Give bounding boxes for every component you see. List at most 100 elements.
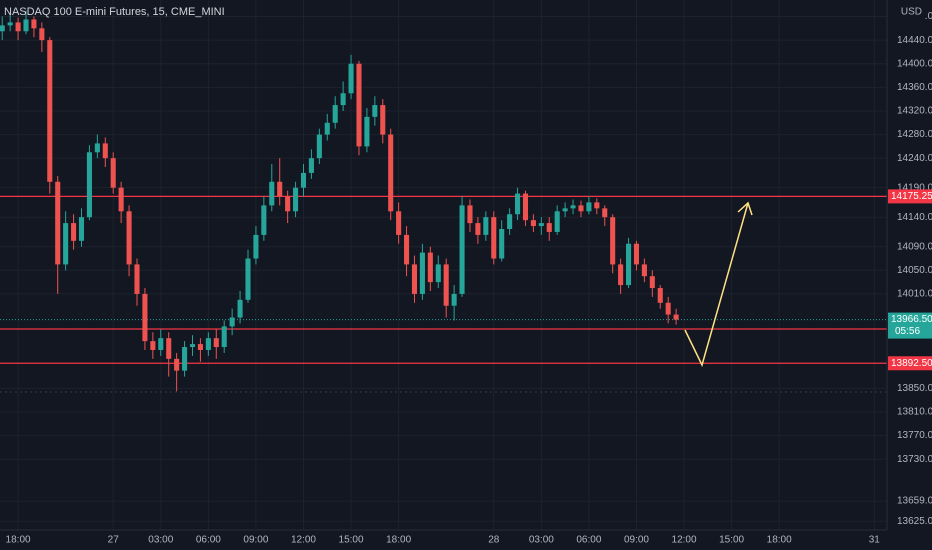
candle-body <box>94 143 100 153</box>
candle-body <box>570 205 576 209</box>
x-tick-label: 06:00 <box>576 535 601 546</box>
levels <box>0 195 887 364</box>
axes: 14480.0014440.0014400.0014360.0014320.00… <box>6 11 932 545</box>
candle-body <box>197 344 203 350</box>
x-tick-label: 31 <box>869 535 881 546</box>
x-tick-label: 03:00 <box>148 535 173 546</box>
currency-box <box>895 5 925 19</box>
candle-body <box>546 223 552 232</box>
candle-body <box>467 205 473 224</box>
level-label: 13892.50 <box>891 358 932 369</box>
candle-body <box>316 134 322 159</box>
candle-body <box>126 211 132 265</box>
candle-body <box>31 19 37 29</box>
level-label-box <box>888 189 932 204</box>
candle-body <box>515 193 521 215</box>
candle-body <box>641 264 647 277</box>
candle-body <box>356 63 362 147</box>
candle-body <box>562 208 568 212</box>
candle-body <box>324 122 330 135</box>
candle-body <box>586 202 592 212</box>
grid <box>0 0 887 530</box>
candle-body <box>427 252 433 283</box>
candle-body <box>388 134 394 212</box>
candle-body <box>55 181 61 265</box>
candle-body <box>261 205 267 235</box>
candle-body <box>483 217 489 235</box>
y-tick-label: 14280.00 <box>897 129 932 140</box>
candle-body <box>633 243 640 265</box>
candle-body <box>63 223 69 265</box>
candle-body <box>411 264 418 294</box>
x-tick-label: 15:00 <box>339 535 364 546</box>
y-tick-label: 14050.00 <box>897 265 932 276</box>
candle-body <box>602 208 608 218</box>
candle-body <box>443 264 449 306</box>
x-tick-label: 12:00 <box>672 535 697 546</box>
candle-body <box>158 338 164 350</box>
candle-body <box>665 302 671 315</box>
forecast-arrow-head <box>737 201 753 216</box>
candle-body <box>499 228 505 259</box>
currency: USD <box>901 7 922 18</box>
candle-body <box>237 299 243 318</box>
candle-body <box>657 288 663 303</box>
candle-body <box>134 264 140 294</box>
x-tick-label: 09:00 <box>624 535 649 546</box>
last-price-label: 13966.50 <box>891 314 932 325</box>
x-tick-label: 18:00 <box>386 535 411 546</box>
candle-body <box>253 234 259 259</box>
candle-body <box>491 217 497 259</box>
candle-body <box>364 116 370 147</box>
candle-body <box>277 181 283 197</box>
candle-body <box>594 202 600 209</box>
candle-body <box>229 317 235 327</box>
candle-body <box>78 217 85 241</box>
candle-body <box>150 341 156 350</box>
forecast-arrow <box>684 202 749 368</box>
candle-body <box>308 158 314 173</box>
candle-body <box>213 338 219 348</box>
y-tick-label: 14320.00 <box>897 106 932 117</box>
candle-body <box>396 211 402 235</box>
candle-body <box>110 158 116 188</box>
y-tick-label: 14140.00 <box>897 212 932 223</box>
candle-body <box>39 28 45 41</box>
candle-body <box>348 63 354 94</box>
x-tick-label: 27 <box>108 535 120 546</box>
candle-body <box>649 276 655 289</box>
candle-body <box>293 187 299 212</box>
y-tick-label: 13730.00 <box>897 454 932 465</box>
candle-body <box>538 223 544 227</box>
candle-body <box>530 220 536 227</box>
candle-body <box>7 22 13 26</box>
x-tick-label: 09:00 <box>243 535 268 546</box>
y-tick-label: 13810.00 <box>897 407 932 418</box>
candle-body <box>47 40 53 182</box>
x-tick-label: 28 <box>488 535 500 546</box>
x-tick-label: 18:00 <box>6 535 31 546</box>
candle-body <box>15 22 21 32</box>
candle-body <box>673 314 679 320</box>
candle-body <box>245 258 251 300</box>
y-tick-label: 14400.00 <box>897 58 932 69</box>
candle-body <box>102 143 108 159</box>
level-label-box <box>888 356 932 371</box>
candle-body <box>285 196 291 212</box>
y-tick-label: 14010.00 <box>897 289 932 300</box>
candle-body <box>86 152 92 218</box>
y-tick-label: 13659.00 <box>897 496 932 507</box>
candle-body <box>475 223 481 235</box>
candle-body <box>340 93 346 106</box>
x-tick-label: 12:00 <box>291 535 316 546</box>
candle-body <box>372 105 378 117</box>
y-tick-label: 14240.00 <box>897 153 932 164</box>
candle-body <box>554 211 560 232</box>
candle-body <box>205 338 211 350</box>
y-tick-label: 14090.00 <box>897 241 932 252</box>
candle-body <box>71 223 77 241</box>
last-price-box <box>888 312 932 339</box>
candle-body <box>174 358 180 371</box>
